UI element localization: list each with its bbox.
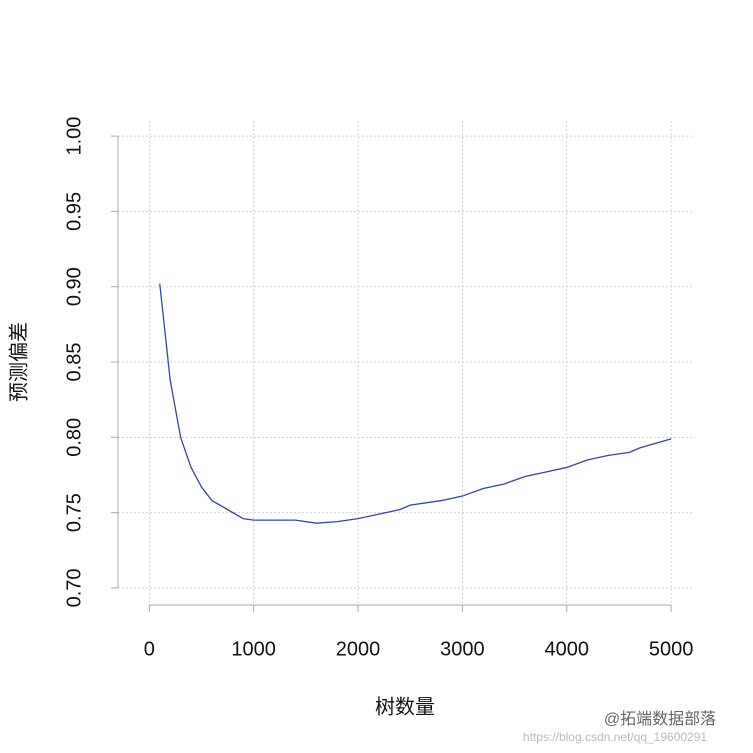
x-tick-label: 2000 (336, 638, 381, 660)
watermark-url: https://blog.csdn.net/qq_19600291 (523, 730, 707, 744)
y-tick-label: 1.00 (63, 117, 85, 156)
line (159, 283, 672, 524)
y-tick-label: 0.75 (63, 493, 85, 532)
x-tick-label: 3000 (440, 638, 485, 660)
x-tick-label: 0 (144, 638, 155, 660)
y-axis-title: 预测偏差 (7, 322, 30, 402)
watermark: @拓端数据部落 (604, 710, 716, 728)
x-tick-label: 4000 (545, 638, 590, 660)
x-tick-label: 5000 (649, 638, 694, 660)
y-tick-label: 0.95 (63, 192, 85, 231)
x-tick-label: 1000 (231, 638, 276, 660)
x-axis-title: 树数量 (375, 695, 435, 718)
y-tick-label: 0.85 (63, 343, 85, 382)
y-tick-label: 0.90 (63, 267, 85, 306)
y-tick-label: 0.70 (63, 568, 85, 607)
y-tick-label: 0.80 (63, 418, 85, 457)
